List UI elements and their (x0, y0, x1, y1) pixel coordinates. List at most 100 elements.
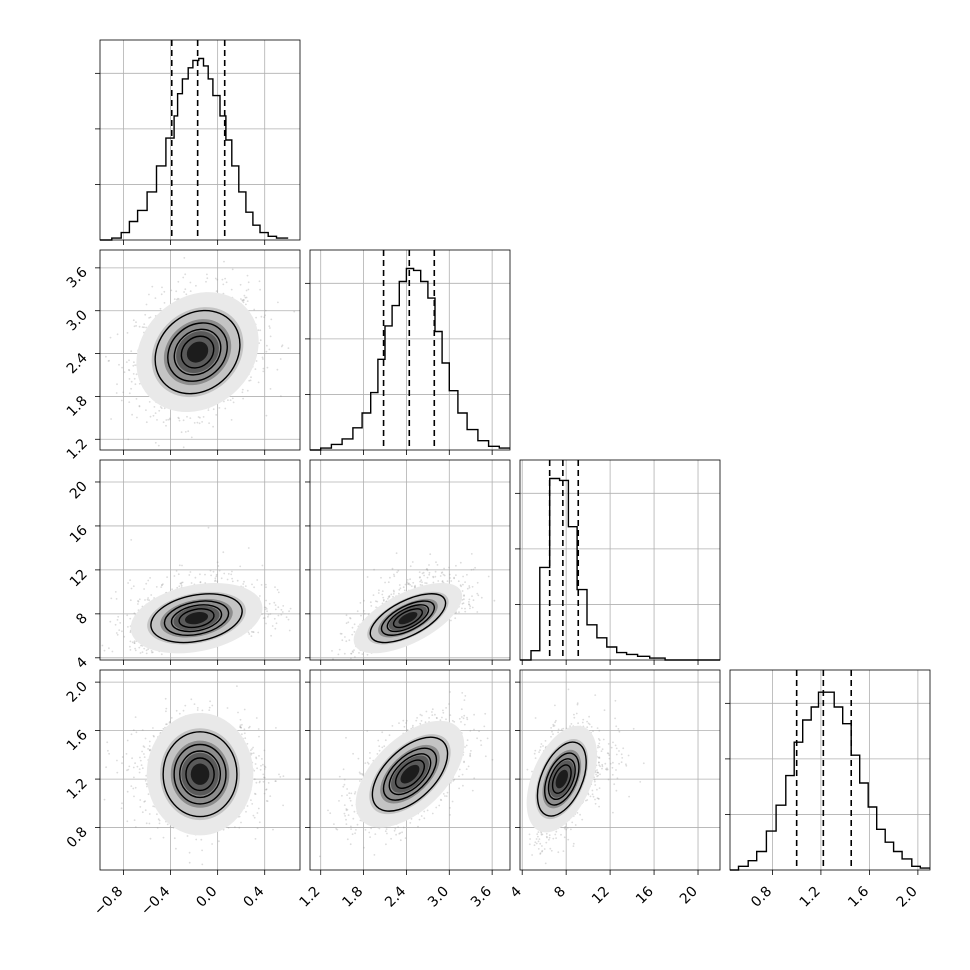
scatter-point (248, 726, 250, 729)
scatter-point (245, 810, 247, 813)
scatter-point (487, 575, 490, 578)
scatter-point (409, 583, 411, 586)
scatter-point (190, 698, 193, 701)
scatter-point (190, 436, 193, 439)
scatter-point (264, 608, 267, 611)
scatter-point (375, 600, 377, 603)
scatter-point (231, 577, 234, 580)
scatter-point (360, 614, 362, 617)
scatter-point (246, 300, 249, 302)
scatter-point (135, 373, 138, 376)
scatter-point (280, 613, 283, 616)
scatter-point (227, 826, 230, 829)
scatter-point (145, 409, 147, 411)
scatter-point (352, 651, 354, 653)
scatter-point (218, 407, 221, 409)
scatter-point (143, 326, 145, 329)
scatter-point (186, 835, 189, 837)
scatter-point (443, 567, 445, 570)
panel-1-2 (309, 459, 511, 661)
scatter-point (138, 405, 141, 408)
scatter-point (266, 366, 269, 369)
scatter-point (252, 752, 255, 754)
scatter-point (133, 377, 136, 380)
scatter-point (145, 652, 148, 655)
scatter-point (454, 617, 457, 620)
scatter-point (250, 630, 253, 633)
scatter-point (217, 565, 220, 567)
scatter-point (381, 593, 384, 596)
scatter-point (187, 430, 190, 433)
scatter-point (126, 820, 129, 823)
scatter-point (469, 605, 472, 608)
scatter-point (276, 368, 279, 371)
scatter-point (288, 629, 291, 632)
panel-0-2 (86, 459, 301, 661)
scatter-point (216, 561, 219, 564)
scatter-point (116, 383, 118, 386)
scatter-point (259, 329, 262, 332)
scatter-point (406, 579, 409, 581)
panel-0-3 (99, 669, 301, 871)
scatter-point (160, 293, 163, 296)
scatter-point (171, 588, 174, 591)
scatter-point (212, 570, 215, 573)
scatter-point (236, 685, 238, 687)
scatter-point (86, 654, 88, 656)
scatter-point (247, 288, 250, 291)
scatter-point (472, 599, 475, 602)
scatter-point (464, 607, 466, 610)
scatter-point (177, 416, 180, 419)
scatter-point (474, 566, 476, 569)
scatter-point (135, 731, 138, 734)
scatter-point (453, 576, 455, 579)
contour-line (150, 593, 243, 644)
scatter-point (160, 407, 163, 409)
scatter-point (347, 621, 350, 624)
scatter-point (255, 717, 258, 719)
scatter-point (205, 280, 207, 283)
scatter-point (128, 765, 131, 768)
scatter-point (449, 577, 451, 579)
scatter-point (148, 599, 151, 602)
scatter-point (340, 632, 343, 635)
scatter-point (165, 457, 167, 459)
scatter-point (109, 336, 112, 339)
scatter-point (133, 776, 135, 779)
scatter-point (212, 425, 215, 428)
scatter-point (343, 652, 346, 655)
contour-line (380, 600, 436, 636)
scatter-point (134, 649, 137, 652)
scatter-point (393, 575, 396, 578)
scatter-point (387, 597, 389, 600)
scatter-point (468, 598, 471, 601)
scatter-point (269, 388, 272, 390)
scatter-point (366, 653, 369, 656)
scatter-point (412, 581, 415, 584)
scatter-point (149, 415, 152, 418)
scatter-point (132, 766, 135, 769)
scatter-point (239, 725, 242, 728)
scatter-point (194, 576, 197, 579)
scatter-point (270, 634, 272, 637)
scatter-point (183, 257, 186, 259)
scatter-point (145, 649, 148, 652)
scatter-point (287, 347, 290, 349)
scatter-point (395, 552, 398, 555)
scatter-point (147, 748, 150, 750)
scatter-point (168, 722, 171, 724)
scatter-point (256, 827, 259, 830)
scatter-point (425, 582, 428, 585)
scatter-point (125, 753, 128, 755)
scatter-point (132, 787, 135, 790)
scatter-point (175, 847, 177, 850)
scatter-point (231, 580, 234, 583)
scatter-point (256, 579, 259, 581)
scatter-point (236, 579, 239, 582)
scatter-point (453, 577, 455, 580)
density-fill (184, 612, 209, 625)
scatter-point (154, 441, 157, 444)
scatter-point (116, 633, 119, 636)
scatter-point (469, 607, 471, 610)
scatter-point (107, 360, 110, 362)
